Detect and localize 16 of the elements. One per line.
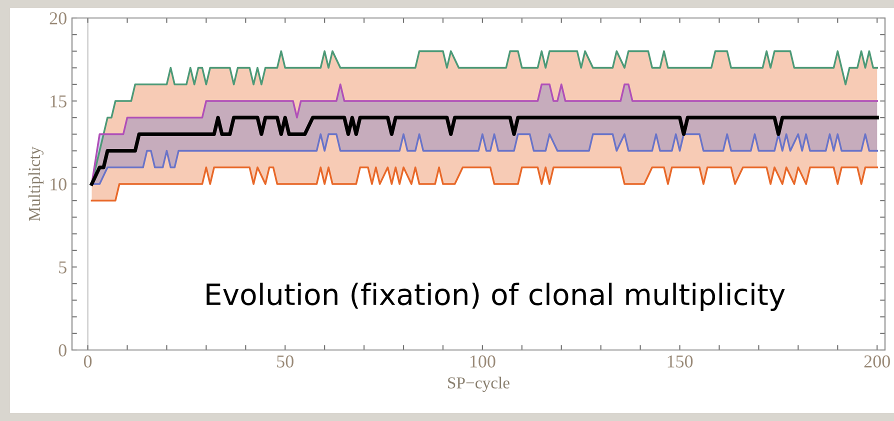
x-tick-label: 150: [668, 355, 693, 368]
y-tick-label: 20: [50, 12, 66, 24]
line-series: [90, 166, 878, 202]
x-tick-label: 50: [277, 355, 294, 368]
y-tick-label: 10: [50, 178, 66, 190]
x-tick-label: 100: [470, 355, 496, 368]
y-tick-label: 5: [59, 261, 66, 274]
y-axis-title: Multiplicty: [28, 146, 44, 222]
x-axis-title: SP−cycle: [448, 376, 510, 392]
x-tick-label: 0: [84, 355, 92, 368]
y-tick-label: 15: [50, 95, 66, 108]
line-series: [90, 116, 879, 186]
y-tick-label: 0: [58, 344, 66, 356]
annotation: Evolution (fixation) of clonal multiplicity: [206, 282, 785, 311]
x-tick-label: 200: [864, 355, 890, 368]
line-series: [90, 133, 878, 185]
